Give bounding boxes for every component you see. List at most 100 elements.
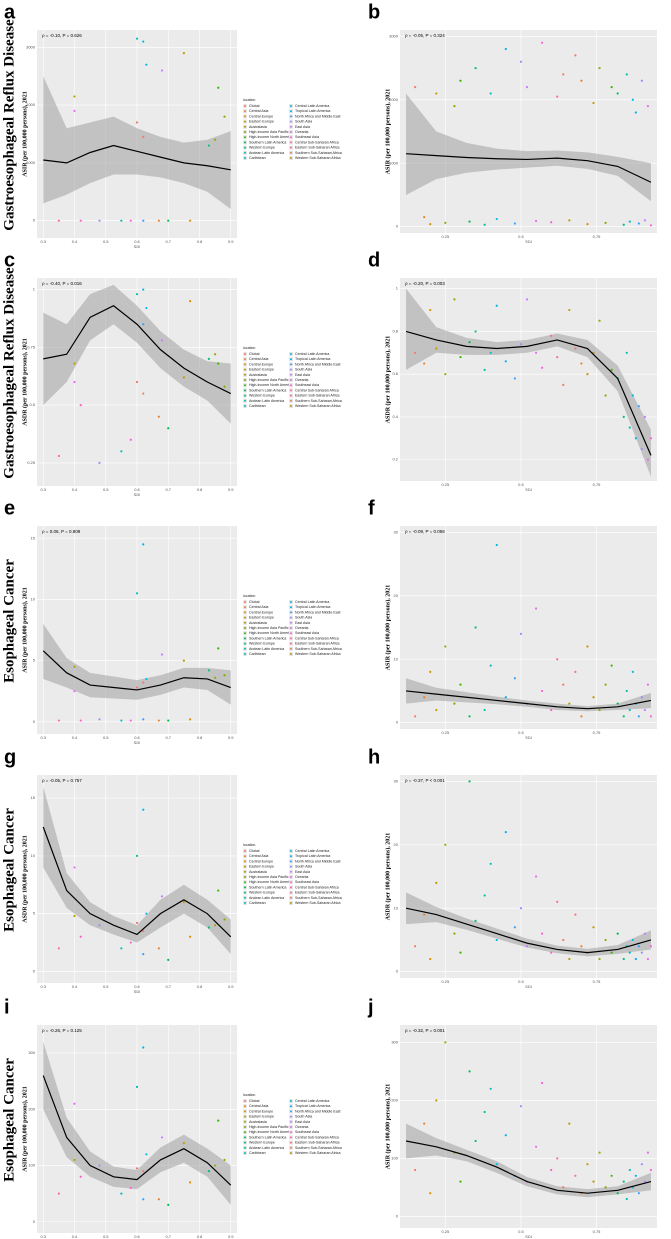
- legend-label: Western Europe: [249, 642, 275, 646]
- data-point: [142, 1198, 145, 1201]
- data-point: [142, 40, 145, 43]
- data-point: [550, 1168, 553, 1172]
- fit-line: [405, 1140, 652, 1194]
- data-point: [423, 1122, 426, 1125]
- data-point: [182, 52, 185, 55]
- data-point: [556, 900, 559, 903]
- legend-dot: [244, 389, 246, 392]
- legend-dot: [290, 125, 292, 128]
- data-point: [98, 219, 101, 222]
- data-point: [444, 1041, 447, 1044]
- x-tick-label: 0.8: [197, 984, 203, 989]
- y-tick-label: 10: [394, 905, 399, 910]
- data-point: [142, 219, 145, 222]
- data-point: [423, 362, 426, 365]
- data-point: [435, 92, 438, 95]
- legend-label: High-income North America: [249, 1130, 293, 1134]
- x-tick-label: 0.5: [103, 239, 109, 244]
- data-point: [142, 392, 145, 395]
- legend-label: Southern Latin America: [249, 388, 286, 392]
- data-point: [574, 347, 577, 350]
- legend-label: Oceania: [295, 875, 308, 879]
- data-point: [534, 875, 538, 878]
- data-point: [167, 219, 170, 222]
- y-tick-label: 10: [31, 853, 36, 858]
- legend-label: Andean Latin America: [249, 896, 284, 900]
- y-tick-label: 1000: [26, 160, 36, 165]
- legend-dot: [244, 105, 246, 107]
- data-point: [73, 665, 76, 668]
- legend-dot: [290, 368, 292, 371]
- legend-dot: [244, 860, 246, 863]
- confidence-band: [406, 93, 651, 202]
- data-point: [145, 912, 148, 915]
- legend-label: Central Latin America: [295, 600, 329, 604]
- legend-label: Global: [249, 849, 260, 853]
- data-point: [120, 450, 123, 453]
- legend-label: Australasia: [249, 870, 267, 874]
- data-point: [541, 41, 544, 44]
- data-point: [622, 1180, 625, 1183]
- legend-title: location: [243, 346, 255, 350]
- annotation: ρ = -0.26, P = 0.125: [42, 1028, 82, 1033]
- data-point: [634, 957, 637, 961]
- legend-dot: [290, 1120, 292, 1123]
- data-point: [73, 109, 76, 112]
- data-point: [57, 219, 60, 222]
- data-point: [145, 306, 148, 310]
- legend-label: Western Europe: [249, 1141, 275, 1145]
- panel-letter: i: [4, 996, 10, 1018]
- data-point: [541, 932, 544, 935]
- x-tick-label: 0.75: [593, 1229, 602, 1234]
- x-tick-label: 0.6: [134, 1234, 140, 1239]
- legend-label: High-income Asia Pacific: [249, 875, 289, 879]
- legend-dot: [244, 1120, 246, 1123]
- legend-label: Southern Sub-Saharan Africa: [295, 399, 342, 403]
- data-point: [580, 945, 583, 948]
- data-point: [586, 645, 589, 648]
- legend-dot: [290, 865, 292, 868]
- data-point: [79, 935, 82, 938]
- annotation: ρ = -0.32, P = 0.001: [405, 1028, 445, 1033]
- legend-dot: [290, 876, 292, 878]
- data-point: [643, 708, 647, 712]
- data-point: [423, 913, 426, 916]
- data-point: [474, 330, 477, 333]
- fit-line: [405, 690, 652, 710]
- data-point: [556, 95, 559, 98]
- legend-label: Central Latin America: [295, 352, 329, 356]
- data-point: [610, 951, 613, 954]
- data-point: [519, 60, 523, 63]
- y-tick-label: 0: [396, 224, 399, 229]
- data-point: [444, 645, 447, 648]
- y-tick-label: 10: [394, 656, 399, 661]
- data-point: [562, 383, 565, 386]
- data-point: [160, 1136, 164, 1139]
- data-point: [57, 1192, 60, 1195]
- data-point: [73, 362, 76, 365]
- data-point: [483, 368, 486, 371]
- data-point: [483, 708, 486, 712]
- y-axis-label: ASDR (per 100,000 persons), 2021: [21, 338, 28, 426]
- data-point: [98, 1164, 101, 1167]
- legend-label: Central Sub-Saharan Africa: [295, 388, 339, 392]
- data-point: [640, 696, 643, 699]
- data-point: [73, 95, 76, 98]
- legend-label: Tropical Latin America: [295, 357, 330, 361]
- data-point: [495, 938, 498, 942]
- annotation: ρ = -0.37, P < 0.001: [405, 778, 445, 783]
- data-point: [568, 1122, 571, 1125]
- x-tick-label: 0.5: [518, 482, 524, 487]
- legend-dot: [290, 1105, 292, 1108]
- legend-label: Southern Sub-Saharan Africa: [295, 647, 342, 651]
- legend-label: Eastern Sub-Saharan Africa: [295, 891, 340, 895]
- legend-label: East Asia: [295, 373, 310, 377]
- data-point: [495, 1163, 498, 1166]
- data-point: [120, 947, 123, 950]
- legend-label: Central Asia: [249, 357, 268, 361]
- data-point: [223, 385, 226, 388]
- data-point: [435, 1099, 438, 1102]
- data-point: [414, 715, 417, 718]
- data-point: [459, 355, 462, 359]
- data-point: [129, 438, 132, 441]
